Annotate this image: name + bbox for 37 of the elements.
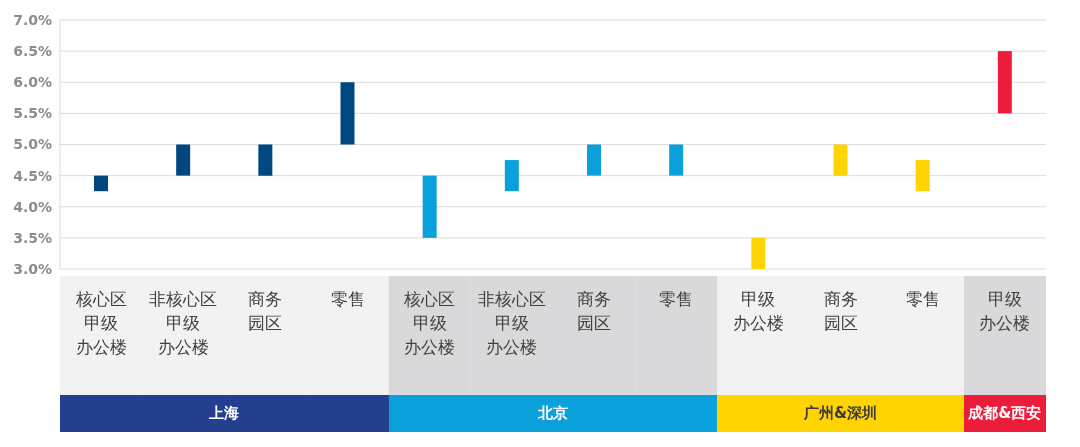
y-tick-label: 7.0% (13, 11, 52, 28)
bar (833, 144, 848, 176)
bar (669, 144, 684, 176)
y-tick-label: 5.5% (13, 105, 52, 122)
x-tick-label: 零售 (330, 289, 365, 309)
y-tick-label: 6.0% (13, 74, 52, 91)
y-tick-label: 5.0% (13, 136, 52, 153)
bar (504, 160, 519, 192)
x-tick-label: 核心区甲级办公楼 (403, 289, 456, 357)
x-tick-label: 甲级办公楼 (979, 289, 1031, 333)
x-tick-label: 非核心区甲级办公楼 (149, 289, 218, 357)
y-tick-label: 3.5% (13, 229, 52, 246)
y-tick-label: 6.5% (13, 43, 52, 60)
bar (94, 175, 108, 192)
x-tick-label: 商务园区 (248, 289, 283, 333)
bar (997, 51, 1012, 114)
bar (587, 144, 601, 176)
x-tick-label: 商务园区 (577, 289, 612, 333)
x-tick-label: 商务园区 (823, 289, 858, 333)
text: 上海 (60, 395, 389, 432)
y-tick-label: 3.0% (13, 260, 52, 277)
text: 成都&西安 (963, 395, 1046, 432)
bar (422, 175, 437, 238)
bar (258, 144, 273, 176)
x-tick-label: 核心区甲级办公楼 (74, 289, 127, 357)
bar (751, 237, 766, 269)
x-tick-label: 甲级办公楼 (732, 289, 784, 333)
x-tick-label: 零售 (905, 289, 940, 309)
bar (340, 82, 355, 145)
text: 北京 (388, 395, 718, 432)
bar (176, 144, 191, 176)
y-tick-label: 4.0% (13, 198, 52, 215)
y-tick-label: 4.5% (13, 167, 52, 184)
text: 广州&深圳 (717, 395, 964, 432)
x-tick-label: 非核心区甲级办公楼 (477, 289, 546, 357)
bar (915, 160, 930, 192)
x-tick-label: 零售 (659, 289, 694, 309)
